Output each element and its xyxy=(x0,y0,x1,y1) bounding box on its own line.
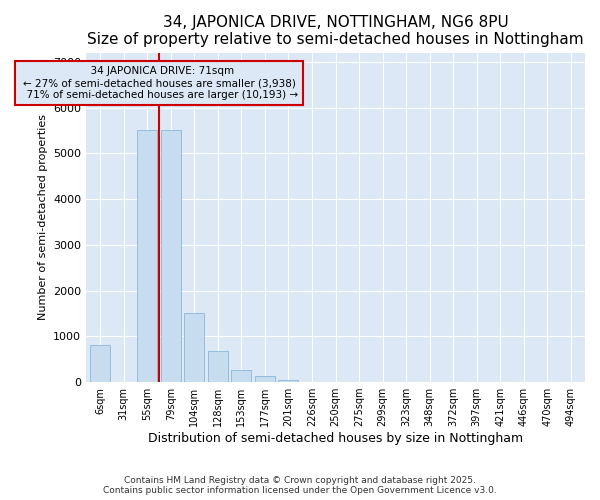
Bar xyxy=(278,380,298,382)
Bar xyxy=(184,314,205,382)
Text: Contains HM Land Registry data © Crown copyright and database right 2025.
Contai: Contains HM Land Registry data © Crown c… xyxy=(103,476,497,495)
Bar xyxy=(161,130,181,382)
Bar xyxy=(208,352,228,382)
Y-axis label: Number of semi-detached properties: Number of semi-detached properties xyxy=(38,114,47,320)
Bar xyxy=(90,346,110,382)
X-axis label: Distribution of semi-detached houses by size in Nottingham: Distribution of semi-detached houses by … xyxy=(148,432,523,445)
Text: 34 JAPONICA DRIVE: 71sqm
← 27% of semi-detached houses are smaller (3,938)
  71%: 34 JAPONICA DRIVE: 71sqm ← 27% of semi-d… xyxy=(20,66,298,100)
Bar xyxy=(255,376,275,382)
Bar xyxy=(232,370,251,382)
Bar xyxy=(137,130,157,382)
Title: 34, JAPONICA DRIVE, NOTTINGHAM, NG6 8PU
Size of property relative to semi-detach: 34, JAPONICA DRIVE, NOTTINGHAM, NG6 8PU … xyxy=(87,15,584,48)
